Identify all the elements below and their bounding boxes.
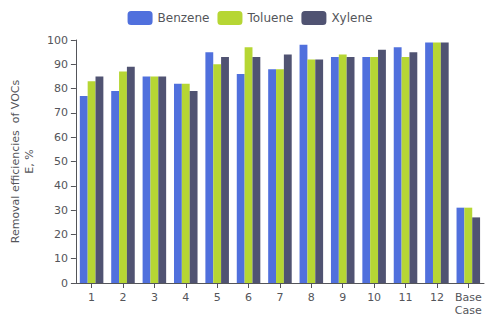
svg-text:20: 20 bbox=[54, 228, 68, 241]
svg-text:9: 9 bbox=[339, 291, 346, 304]
svg-text:30: 30 bbox=[54, 204, 68, 217]
svg-text:3: 3 bbox=[151, 291, 158, 304]
svg-text:40: 40 bbox=[54, 179, 68, 192]
svg-text:Benzene: Benzene bbox=[158, 11, 210, 25]
svg-text:Xylene: Xylene bbox=[331, 11, 372, 25]
svg-text:12: 12 bbox=[430, 291, 444, 304]
svg-text:60: 60 bbox=[54, 131, 68, 144]
svg-text:90: 90 bbox=[54, 58, 68, 71]
svg-text:4: 4 bbox=[182, 291, 189, 304]
svg-text:80: 80 bbox=[54, 82, 68, 95]
svg-text:Removal efficiencies of VOCs: Removal efficiencies of VOCs bbox=[9, 79, 22, 243]
svg-text:E, %: E, % bbox=[23, 149, 36, 173]
svg-text:11: 11 bbox=[399, 291, 413, 304]
svg-text:10: 10 bbox=[367, 291, 381, 304]
svg-text:8: 8 bbox=[308, 291, 315, 304]
svg-text:50: 50 bbox=[54, 155, 68, 168]
svg-text:7: 7 bbox=[276, 291, 283, 304]
svg-text:100: 100 bbox=[47, 34, 68, 47]
svg-text:Toluene: Toluene bbox=[246, 11, 293, 25]
svg-text:0: 0 bbox=[61, 277, 68, 290]
svg-text:1: 1 bbox=[88, 291, 95, 304]
svg-text:5: 5 bbox=[214, 291, 221, 304]
svg-text:70: 70 bbox=[54, 106, 68, 119]
svg-text:10: 10 bbox=[54, 252, 68, 265]
svg-text:6: 6 bbox=[245, 291, 252, 304]
svg-text:Base: Base bbox=[455, 291, 482, 304]
svg-text:2: 2 bbox=[119, 291, 126, 304]
svg-text:Case: Case bbox=[455, 304, 482, 317]
